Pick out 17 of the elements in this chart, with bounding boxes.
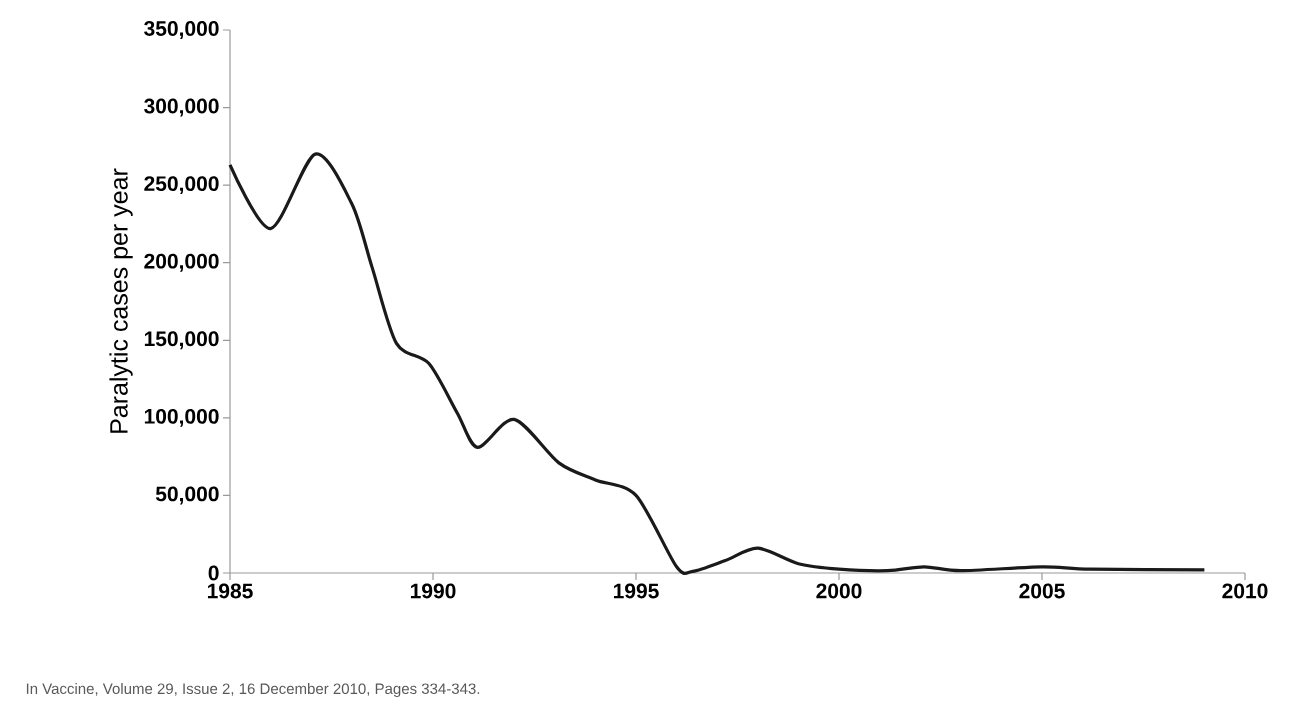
y-tick-label: 150,000 bbox=[144, 331, 219, 350]
y-tick-label: 300,000 bbox=[144, 98, 219, 117]
y-tick-label: 200,000 bbox=[144, 253, 219, 272]
x-tick-label: 2000 bbox=[816, 583, 862, 599]
line-series bbox=[228, 152, 1206, 575]
y-tick-label: 0 bbox=[208, 565, 219, 581]
x-tick-label: 1985 bbox=[207, 583, 253, 599]
y-tick-label: 250,000 bbox=[144, 176, 219, 195]
y-tick-label: 100,000 bbox=[144, 408, 219, 427]
y-axis-title: Paralytic cases per year bbox=[109, 168, 133, 433]
x-tick-label: 1990 bbox=[410, 583, 456, 599]
x-tick-label: 1995 bbox=[613, 583, 659, 599]
text: In Vaccine, Volume 29, Issue 2, 16 December 2010, Pages 334-343. bbox=[26, 683, 480, 697]
x-tick-label: 2005 bbox=[1019, 583, 1065, 599]
y-tick-label: 50,000 bbox=[155, 486, 219, 505]
x-tick-label: 2010 bbox=[1222, 583, 1268, 599]
y-tick-label: 350,000 bbox=[144, 21, 219, 39]
